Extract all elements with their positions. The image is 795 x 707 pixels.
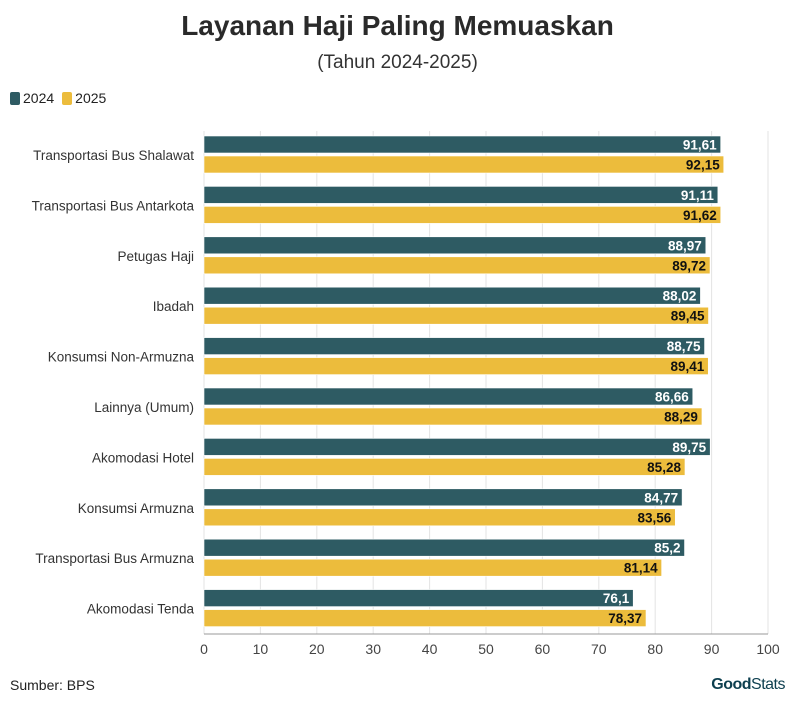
bar-2025	[203, 306, 709, 325]
legend-label-2025: 2025	[75, 90, 107, 106]
category-label: Akomodasi Hotel	[92, 450, 194, 465]
brand-stats: Stats	[751, 676, 785, 693]
data-label-2024: 84,77	[644, 490, 678, 505]
data-label-2025: 81,14	[624, 561, 658, 576]
bar-2025	[203, 609, 647, 627]
bar-2024	[203, 438, 711, 456]
category-label: Petugas Haji	[117, 249, 194, 264]
legend-swatch-2025	[62, 91, 73, 105]
brand-logo: GoodStats	[711, 676, 785, 694]
chart-title: Layanan Haji Paling Memuaskan	[181, 10, 614, 41]
brand-good: Good	[711, 676, 752, 693]
x-tick-label-100: 100	[756, 641, 780, 657]
data-label-2024: 91,11	[681, 188, 715, 203]
category-label: Transportasi Bus Shalawat	[33, 148, 194, 163]
x-tick-label-80: 80	[647, 641, 663, 657]
data-label-2024: 88,02	[663, 289, 697, 304]
bar-2025	[203, 508, 676, 527]
data-label-2025: 89,72	[672, 258, 706, 273]
category-label: Lainnya (Umum)	[94, 400, 194, 415]
legend-item-2025: 2025	[62, 90, 106, 106]
x-tick-label-90: 90	[704, 641, 720, 657]
bar-2024	[203, 589, 634, 607]
bar-2025	[203, 357, 709, 375]
bar-2024	[203, 488, 683, 507]
x-tick-label-50: 50	[478, 641, 494, 657]
data-label-2025: 85,28	[647, 460, 681, 475]
data-label-2024: 85,2	[654, 541, 680, 556]
bar-2024	[203, 387, 694, 406]
category-label: Transportasi Bus Armuzna	[35, 551, 194, 566]
data-label-2024: 88,75	[667, 339, 701, 354]
x-tick-label-40: 40	[422, 641, 438, 657]
chart-subtitle: (Tahun 2024-2025)	[317, 52, 478, 73]
bar-2025	[203, 256, 711, 275]
x-tick-label-70: 70	[591, 641, 607, 657]
legend: 2024 2025	[10, 90, 106, 106]
data-label-2025: 78,37	[608, 611, 642, 626]
category-label: Konsumsi Armuzna	[78, 501, 195, 516]
data-label-2024: 86,66	[655, 390, 689, 405]
data-label-2025: 89,45	[671, 309, 705, 324]
bar-2024	[203, 337, 705, 355]
bar-2025	[203, 206, 722, 224]
category-label: Transportasi Bus Antarkota	[32, 198, 195, 213]
x-tick-label-30: 30	[365, 641, 381, 657]
bar-2025	[203, 558, 662, 577]
legend-swatch-2024	[10, 91, 20, 105]
category-label: Konsumsi Non-Armuzna	[48, 350, 195, 365]
bar-2024	[203, 186, 719, 204]
data-label-2025: 91,62	[683, 208, 717, 223]
bar-2024	[203, 236, 707, 255]
x-tick-label-10: 10	[253, 641, 269, 657]
bar-2024	[203, 286, 701, 305]
data-label-2025: 83,56	[637, 510, 671, 525]
data-label-2024: 88,97	[668, 238, 702, 253]
legend-label-2024: 2024	[23, 90, 55, 106]
data-label-2024: 76,1	[603, 591, 630, 606]
category-label: Akomodasi Tenda	[87, 602, 195, 617]
x-tick-label-60: 60	[535, 641, 551, 657]
source-note: Sumber: BPS	[10, 677, 95, 693]
bar-2024	[203, 135, 721, 154]
category-label: Ibadah	[153, 299, 194, 314]
legend-item-2024: 2024	[10, 90, 54, 106]
bar-2025	[203, 407, 703, 426]
x-tick-label-0: 0	[200, 641, 208, 657]
data-label-2024: 89,75	[672, 440, 706, 455]
data-label-2025: 89,41	[670, 359, 704, 374]
x-tick-label-20: 20	[309, 641, 325, 657]
data-label-2025: 88,29	[664, 410, 698, 425]
data-label-2024: 91,61	[683, 138, 717, 153]
bar-2025	[203, 458, 686, 476]
bar-2025	[203, 155, 725, 174]
bar-2024	[203, 538, 685, 557]
data-label-2025: 92,15	[686, 158, 720, 173]
